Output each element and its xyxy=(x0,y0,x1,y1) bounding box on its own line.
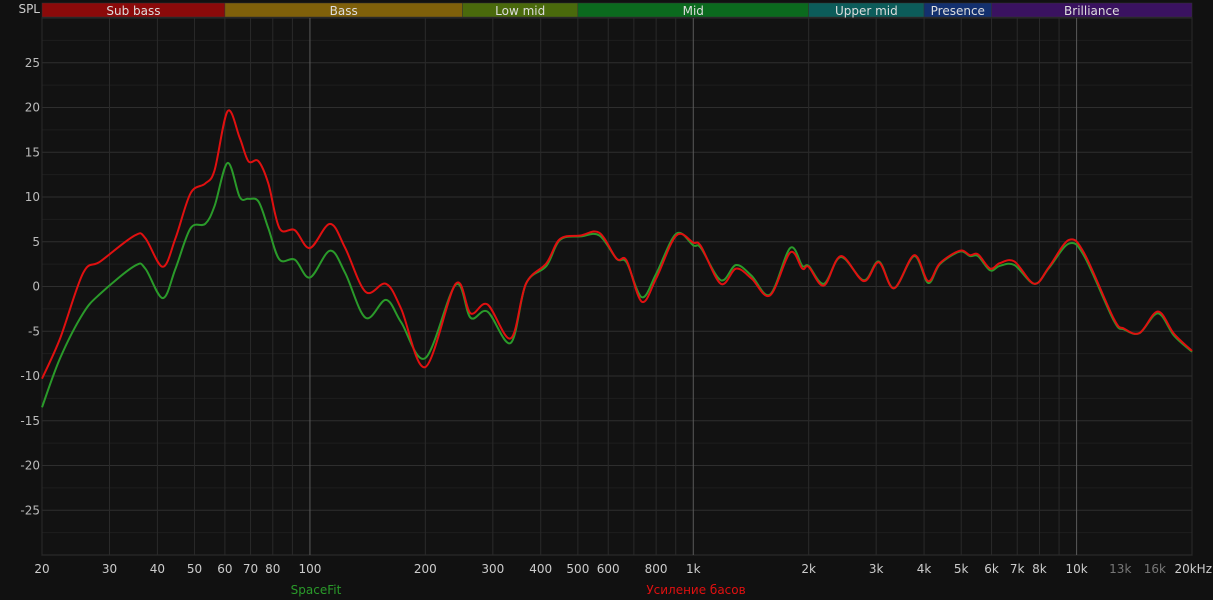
x-tick-label: 400 xyxy=(529,562,552,576)
band-label: Low mid xyxy=(495,4,545,18)
legend-entry: SpaceFit xyxy=(291,583,342,597)
x-tick-label: 200 xyxy=(414,562,437,576)
x-tick-label: 3k xyxy=(869,562,884,576)
y-tick-label: 0 xyxy=(32,280,40,294)
x-ticks: 20 30 40 50 60 70 80 100 200 300 400 500 600 800 1k 2k 3… xyxy=(34,562,1212,576)
x-tick-label: 600 xyxy=(597,562,620,576)
x-tick-label: 50 xyxy=(187,562,202,576)
series-lines xyxy=(41,109,1193,408)
y-tick-label: -5 xyxy=(28,324,40,338)
x-tick-label: 13k xyxy=(1109,562,1131,576)
y-tick-label: 20 xyxy=(25,101,40,115)
x-tick-label: 30 xyxy=(102,562,117,576)
x-tick-label: 500 xyxy=(566,562,589,576)
x-tick-label: 70 xyxy=(243,562,258,576)
y-tick-label: -15 xyxy=(20,414,40,428)
x-tick-label: 16k xyxy=(1144,562,1166,576)
y-tick-label: -25 xyxy=(20,503,40,517)
y-tick-label: -10 xyxy=(20,369,40,383)
y-axis-label: SPL xyxy=(18,2,40,16)
x-tick-label: 5k xyxy=(954,562,969,576)
x-tick-label: 100 xyxy=(298,562,321,576)
x-tick-label: 800 xyxy=(645,562,668,576)
x-tick-label: 300 xyxy=(481,562,504,576)
x-tick-label: 20 xyxy=(34,562,49,576)
x-tick-label: 2k xyxy=(801,562,816,576)
x-tick-label: 20kHz xyxy=(1174,562,1212,576)
x-tick-label: 10k xyxy=(1065,562,1087,576)
x-tick-label: 40 xyxy=(150,562,165,576)
x-tick-label: 80 xyxy=(265,562,280,576)
grid xyxy=(41,17,1193,556)
y-tick-label: 25 xyxy=(25,56,40,70)
y-tick-label: 15 xyxy=(25,145,40,159)
y-tick-label: 5 xyxy=(32,235,40,249)
band-label: Mid xyxy=(683,4,704,18)
x-tick-label: 8k xyxy=(1032,562,1047,576)
x-tick-label: 1k xyxy=(686,562,701,576)
band-brilliance xyxy=(991,2,1193,18)
legend: SpaceFit Усиление басов xyxy=(291,583,746,597)
band-label: Brilliance xyxy=(1064,4,1119,18)
band-label: Presence xyxy=(931,4,985,18)
band-label: Bass xyxy=(330,4,358,18)
series-line-1 xyxy=(41,109,1193,380)
frequency-bands: Sub bass Bass Low mid Mid Upper mid Presence B… xyxy=(41,2,1193,18)
y-ticks: 25 20 15 10 5 0 -5 -10 -15 -20 -25 xyxy=(20,56,40,518)
band-label: Sub bass xyxy=(106,4,160,18)
x-tick-label: 7k xyxy=(1010,562,1025,576)
x-tick-label: 60 xyxy=(217,562,232,576)
y-tick-label: -20 xyxy=(20,459,40,473)
legend-entry: Усиление басов xyxy=(646,583,745,597)
x-tick-label: 6k xyxy=(984,562,999,576)
x-tick-label: 4k xyxy=(917,562,932,576)
band-label: Upper mid xyxy=(835,4,898,18)
y-tick-label: 10 xyxy=(25,190,40,204)
